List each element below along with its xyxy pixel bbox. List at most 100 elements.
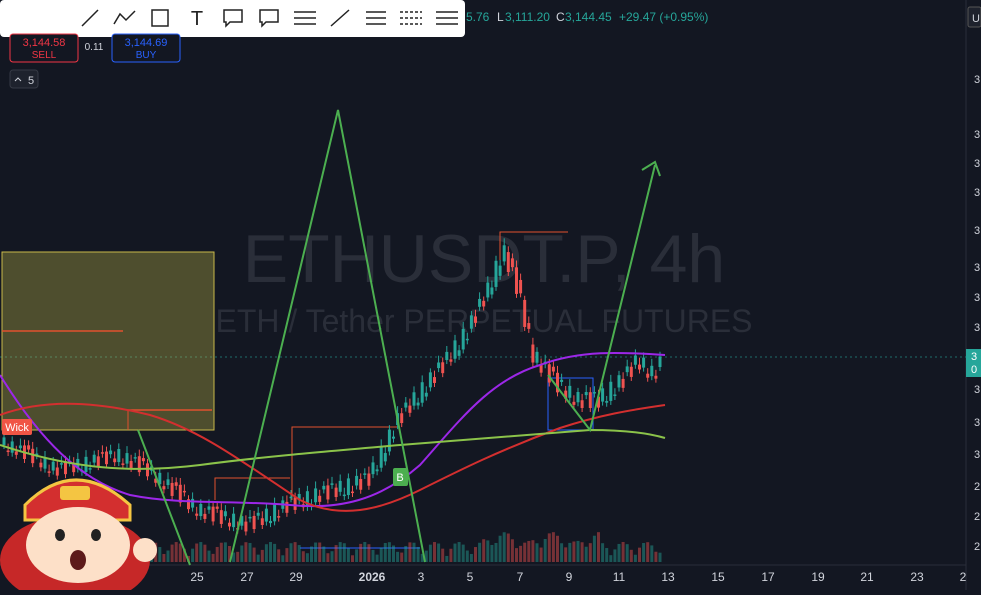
volume-bar (158, 547, 162, 562)
candle-body (617, 375, 621, 388)
tool-settings[interactable] (436, 11, 458, 25)
candle-body (650, 365, 654, 377)
candle-body (400, 413, 404, 424)
volume-bar (351, 555, 354, 562)
candle-body (654, 375, 658, 379)
candle-body (228, 522, 231, 527)
candle-body (187, 499, 190, 510)
candle-body (31, 448, 35, 464)
candle-body (293, 497, 297, 510)
volume-bar (326, 553, 330, 562)
tool-callout[interactable] (223, 9, 243, 28)
buy-button[interactable] (111, 33, 181, 63)
volume-bar (174, 542, 178, 562)
candle-body (146, 463, 149, 477)
candle-body (170, 482, 174, 496)
volume-bar (355, 549, 359, 562)
volume-bar (342, 543, 346, 562)
volume-bar (519, 545, 523, 562)
corner-button[interactable] (967, 6, 981, 28)
volume-bar (449, 548, 453, 562)
y-axis-label: 3 (974, 158, 980, 170)
volume-bar (441, 548, 445, 562)
volume-bar (310, 546, 313, 562)
x-axis-label: 19 (811, 570, 825, 584)
candle-body (502, 245, 506, 262)
volume-bar (363, 542, 367, 562)
tool-gann[interactable] (400, 11, 422, 25)
y-axis-label: 3 (974, 384, 980, 396)
candle-body (633, 355, 637, 365)
tool-fib[interactable] (294, 11, 316, 25)
tool-path[interactable] (113, 10, 136, 25)
candle-body (121, 463, 125, 465)
volume-bar (531, 540, 535, 562)
candle-body (240, 516, 244, 526)
volume-bar (252, 547, 256, 562)
candle-body (10, 441, 14, 453)
legend-close: 3,144.45 (565, 10, 612, 24)
candle-body (223, 511, 227, 517)
candle-body (314, 488, 318, 503)
candle-body (494, 260, 498, 287)
volume-bar (629, 549, 633, 562)
candle-body (572, 401, 576, 405)
tool-line[interactable] (81, 9, 99, 27)
volume-bar (478, 542, 482, 562)
tool-comment[interactable] (259, 9, 279, 28)
candle-body (490, 287, 494, 295)
volume-bar (646, 542, 650, 562)
volume-bar (601, 543, 605, 562)
volume-bar (334, 545, 338, 562)
legend-close-label: C (556, 10, 565, 24)
volume-bar (416, 546, 420, 562)
candle-body (178, 484, 182, 503)
sell-button[interactable] (9, 33, 79, 63)
tool-channel[interactable] (366, 11, 386, 25)
volume-bar (560, 543, 564, 562)
candle-body (211, 506, 215, 522)
candle-body (27, 445, 31, 450)
volume-bar (498, 535, 502, 562)
candle-body (367, 473, 371, 486)
volume-bar (182, 548, 186, 562)
y-axis-label: 3 (974, 225, 980, 237)
price-tag-text: 3 (971, 351, 977, 363)
candle-body (207, 506, 211, 510)
tool-ray[interactable] (330, 9, 350, 27)
volume-bar (638, 547, 641, 562)
tool-rect[interactable] (151, 9, 169, 27)
candle-body (248, 516, 252, 519)
candle-body (92, 454, 96, 463)
candle-body (428, 372, 432, 388)
volume-bar (178, 543, 182, 562)
volume-bar (494, 542, 498, 562)
volume-bar (576, 540, 580, 562)
candle-body (256, 512, 260, 516)
y-axis-label: 2 (974, 481, 980, 493)
volume-bar (482, 539, 486, 562)
candles (2, 238, 662, 536)
candle-body (564, 390, 568, 399)
legend-change: +29.47 (+0.95%) (619, 10, 708, 24)
volume-bar (211, 553, 215, 562)
candle-body (433, 377, 436, 383)
price-tag-text: 0 (971, 364, 977, 376)
volume-bar (392, 545, 395, 562)
volume-bar (445, 555, 449, 562)
y-axis-label: 3 (974, 449, 980, 461)
sell-text: SELL (32, 50, 57, 61)
candle-body (334, 487, 338, 498)
volume-bar (515, 548, 518, 562)
volume-bar (223, 542, 227, 562)
volume-bar (527, 540, 531, 562)
price-tag (966, 349, 981, 377)
x-axis-label: 27 (240, 570, 254, 584)
volume-bar (305, 553, 309, 562)
tool-text[interactable]: T (191, 8, 203, 30)
interval-toggle[interactable] (9, 69, 39, 89)
volume-bar (465, 550, 469, 562)
y-axis-label: 3 (974, 292, 980, 304)
volume-bar (293, 542, 297, 562)
candle-body (260, 518, 264, 525)
